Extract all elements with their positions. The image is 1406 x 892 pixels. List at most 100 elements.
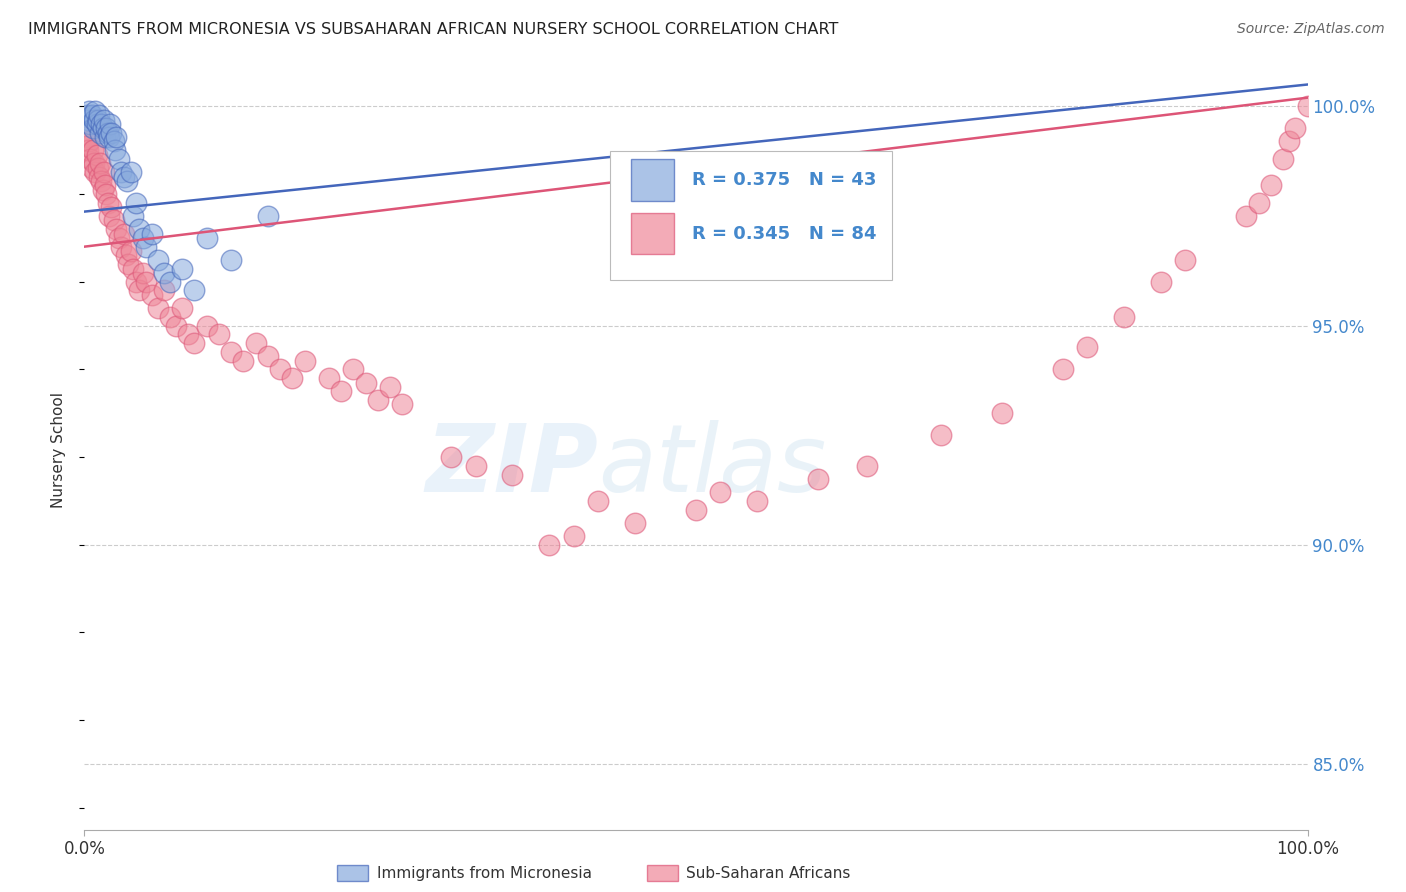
Point bbox=[685, 502, 707, 516]
Point bbox=[100, 200, 122, 214]
FancyBboxPatch shape bbox=[610, 151, 891, 280]
Point bbox=[281, 371, 304, 385]
Point bbox=[1052, 362, 1074, 376]
Text: Source: ZipAtlas.com: Source: ZipAtlas.com bbox=[1237, 22, 1385, 37]
Point bbox=[87, 169, 110, 184]
Point bbox=[146, 252, 169, 267]
Point bbox=[219, 252, 242, 267]
Point bbox=[219, 344, 242, 359]
Point bbox=[83, 112, 105, 127]
Point bbox=[122, 261, 145, 276]
Point bbox=[135, 275, 157, 289]
Point bbox=[82, 121, 104, 136]
Text: IMMIGRANTS FROM MICRONESIA VS SUBSAHARAN AFRICAN NURSERY SCHOOL CORRELATION CHAR: IMMIGRANTS FROM MICRONESIA VS SUBSAHARAN… bbox=[28, 22, 838, 37]
Point bbox=[141, 288, 163, 302]
Point bbox=[93, 165, 115, 179]
Point bbox=[141, 227, 163, 241]
Point bbox=[208, 327, 231, 342]
Point bbox=[107, 231, 129, 245]
Point bbox=[128, 284, 150, 298]
Point bbox=[391, 397, 413, 411]
Point bbox=[1296, 99, 1319, 113]
Point bbox=[135, 240, 157, 254]
Point bbox=[86, 117, 108, 131]
Point bbox=[538, 538, 561, 552]
Point bbox=[87, 112, 110, 127]
Point bbox=[294, 353, 316, 368]
Point bbox=[146, 301, 169, 315]
Point bbox=[1278, 135, 1301, 149]
Point bbox=[87, 161, 110, 175]
Point bbox=[125, 275, 148, 289]
Point bbox=[89, 126, 111, 140]
Point bbox=[84, 103, 107, 118]
Point bbox=[91, 183, 114, 197]
Text: ZIP: ZIP bbox=[425, 419, 598, 512]
Point bbox=[103, 213, 125, 227]
Point bbox=[586, 494, 609, 508]
Point bbox=[257, 349, 280, 363]
Point bbox=[112, 227, 135, 241]
Point bbox=[132, 231, 155, 245]
Point bbox=[83, 156, 105, 170]
Point bbox=[93, 112, 115, 127]
Point bbox=[195, 318, 218, 333]
Point bbox=[1236, 209, 1258, 223]
Point bbox=[183, 284, 205, 298]
Point bbox=[354, 376, 377, 390]
Point bbox=[257, 209, 280, 223]
Point bbox=[153, 266, 176, 280]
Point bbox=[79, 117, 101, 131]
Point bbox=[97, 195, 120, 210]
Point bbox=[115, 174, 138, 188]
Point bbox=[89, 156, 111, 170]
Point bbox=[1272, 152, 1295, 166]
Point bbox=[90, 117, 112, 131]
Point bbox=[90, 174, 112, 188]
Point bbox=[100, 126, 122, 140]
Point bbox=[77, 103, 100, 118]
Point bbox=[128, 222, 150, 236]
Point bbox=[1114, 310, 1136, 324]
Point bbox=[1174, 252, 1197, 267]
Point bbox=[195, 231, 218, 245]
Point bbox=[342, 362, 364, 376]
Point bbox=[110, 165, 132, 179]
Point bbox=[125, 195, 148, 210]
Point bbox=[1247, 195, 1270, 210]
Point bbox=[76, 139, 98, 153]
Point bbox=[1150, 275, 1173, 289]
Point bbox=[177, 327, 200, 342]
Text: Sub-Saharan Africans: Sub-Saharan Africans bbox=[686, 866, 851, 880]
Text: R = 0.345   N = 84: R = 0.345 N = 84 bbox=[692, 225, 877, 243]
Point bbox=[91, 121, 114, 136]
Point bbox=[232, 353, 254, 368]
Point bbox=[330, 384, 353, 399]
Point bbox=[96, 187, 118, 202]
Point bbox=[77, 143, 100, 157]
Point bbox=[1076, 341, 1098, 355]
Point bbox=[153, 284, 176, 298]
Point bbox=[172, 301, 194, 315]
Point bbox=[96, 121, 118, 136]
Point bbox=[80, 108, 103, 122]
Point bbox=[77, 135, 100, 149]
Point bbox=[94, 130, 117, 145]
Point bbox=[105, 222, 128, 236]
Point bbox=[1260, 178, 1282, 193]
Point bbox=[105, 130, 128, 145]
Point bbox=[120, 244, 142, 258]
Point bbox=[115, 248, 138, 262]
Point bbox=[122, 209, 145, 223]
Y-axis label: Nursery School: Nursery School bbox=[51, 392, 66, 508]
Point bbox=[97, 130, 120, 145]
Point bbox=[104, 143, 127, 157]
Text: Immigrants from Micronesia: Immigrants from Micronesia bbox=[377, 866, 592, 880]
Point bbox=[112, 169, 135, 184]
Point bbox=[79, 152, 101, 166]
Point bbox=[245, 336, 267, 351]
Point bbox=[107, 152, 129, 166]
Text: atlas: atlas bbox=[598, 420, 827, 511]
Point bbox=[269, 362, 291, 376]
Point bbox=[97, 126, 120, 140]
